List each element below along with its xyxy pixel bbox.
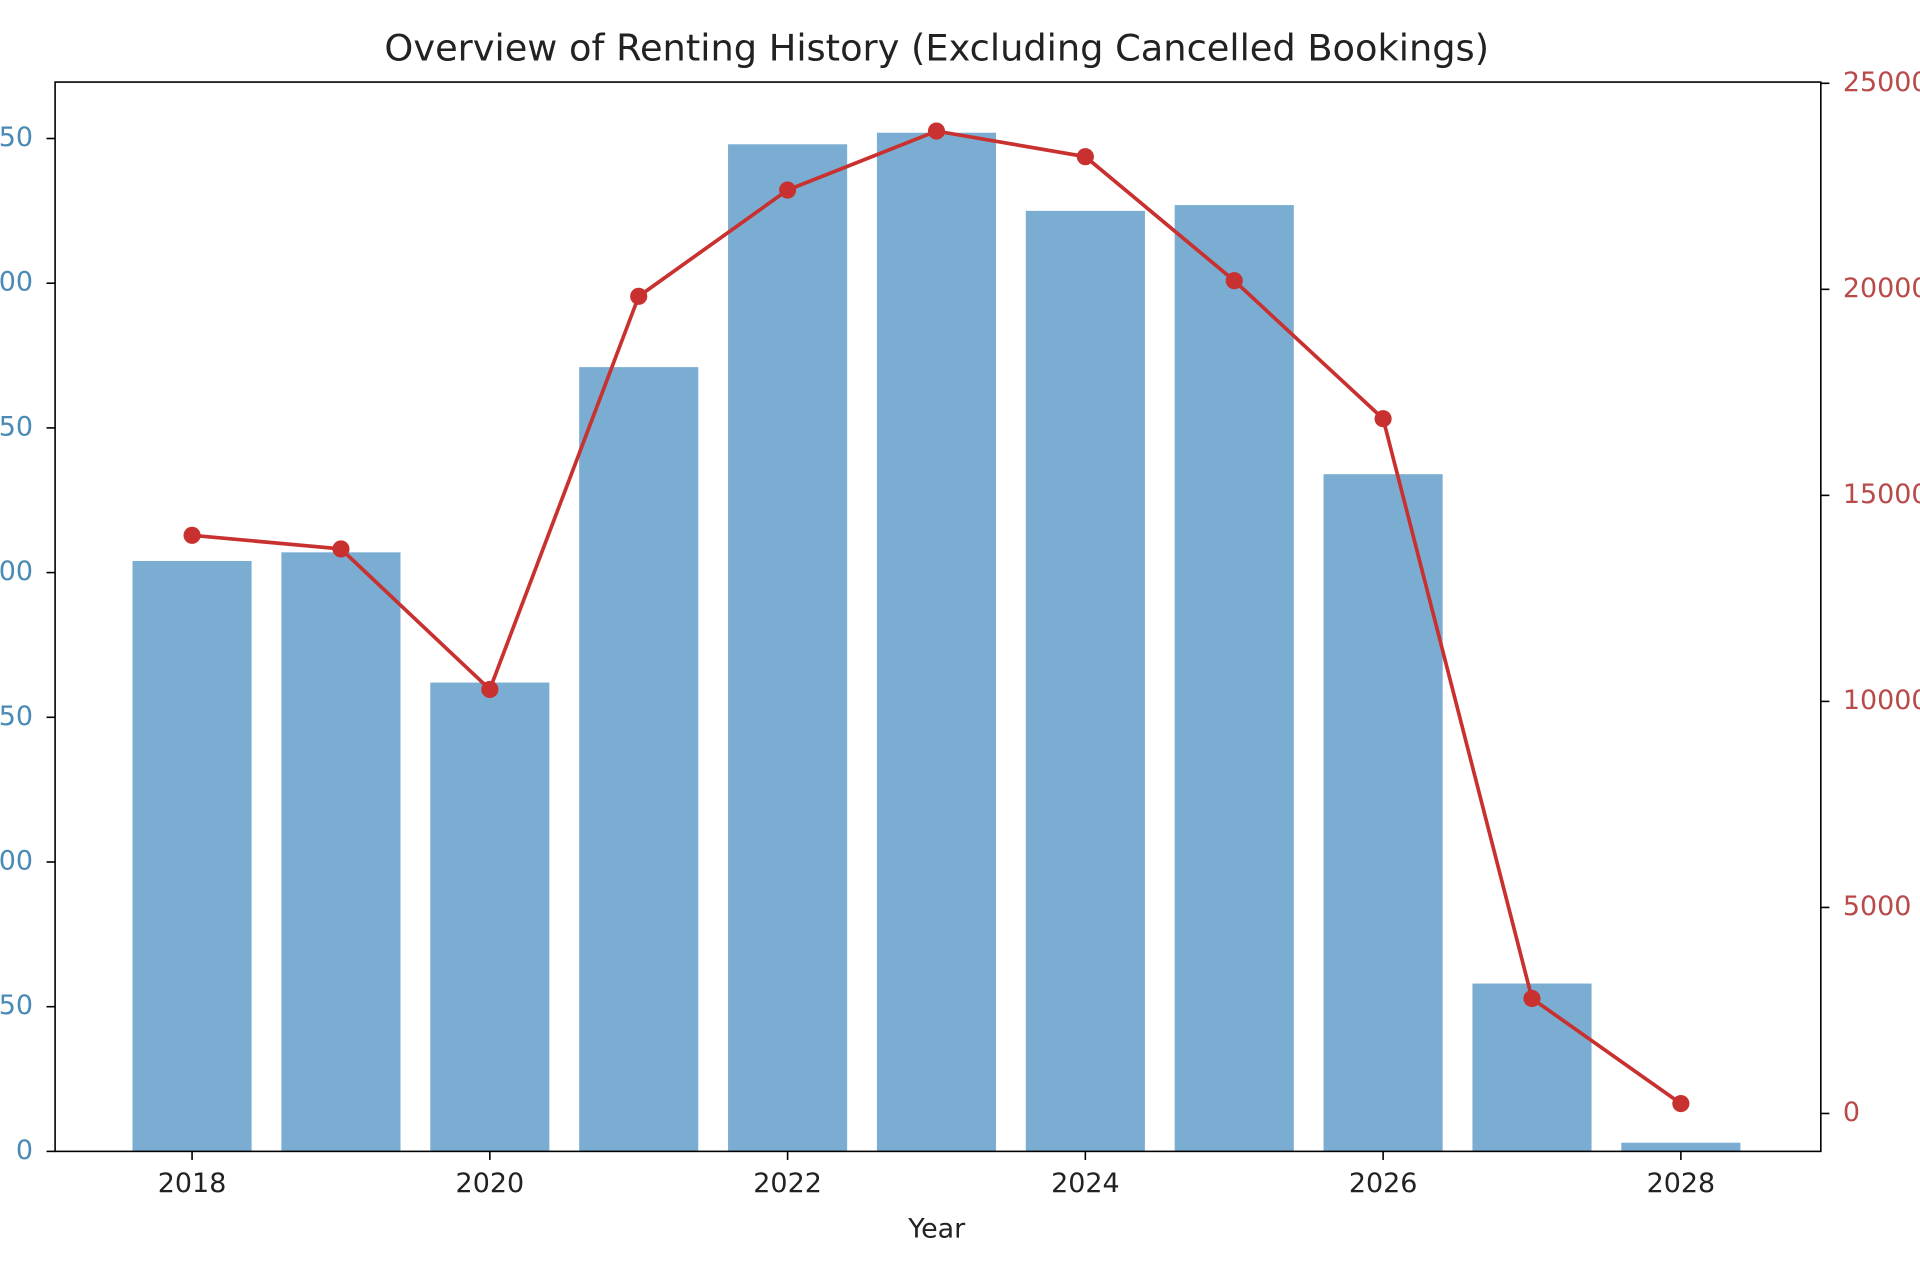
y2-tick-label: 20000 [1843,273,1920,304]
bar [1472,983,1592,1152]
x-tick-label: 2024 [1051,1168,1120,1199]
line-marker [1225,272,1243,290]
line-marker [1523,989,1541,1008]
bar [430,682,550,1152]
line-marker [183,526,201,544]
y-tick-label: 350 [0,122,33,153]
y-tick-label: 150 [0,701,33,732]
y-tick-label: 100 [0,845,33,876]
bar [728,144,848,1152]
bar [876,132,997,1152]
x-tick-label: 2022 [753,1168,822,1199]
x-tick-label: 2018 [158,1168,227,1199]
x-axis-label: Year [907,1213,966,1244]
y2-tick-label: 25000 [1843,67,1920,98]
line-marker [481,680,499,699]
y2-tick-label: 15000 [1843,479,1920,510]
bar [1323,474,1443,1152]
chart-title: Overview of Renting History (Excluding C… [384,27,1489,70]
y2-tick-label: 0 [1843,1097,1860,1128]
line-marker [630,287,648,305]
y-tick-label: 50 [0,990,33,1021]
y2-tick-label: 10000 [1843,685,1920,716]
y-tick-label: 200 [0,556,33,587]
y-tick-label: 250 [0,411,33,442]
line-marker [927,122,946,140]
line-marker [1076,148,1094,166]
bar [281,552,401,1152]
line-marker [332,540,350,558]
y-tick-label: 0 [16,1135,33,1166]
x-tick-label: 2020 [456,1168,525,1199]
bar [579,367,699,1152]
line-marker [1374,410,1392,428]
line-marker [779,181,797,199]
bar [1025,210,1145,1152]
plot-frame [54,81,1822,1153]
x-tick-label: 2028 [1647,1168,1716,1199]
line-marker [1672,1095,1690,1113]
y-tick-label: 300 [0,267,33,298]
y2-tick-label: 5000 [1843,891,1912,922]
x-tick-label: 2026 [1349,1168,1418,1199]
bar [132,561,252,1152]
bar [1621,1142,1741,1152]
bar [1174,205,1294,1152]
